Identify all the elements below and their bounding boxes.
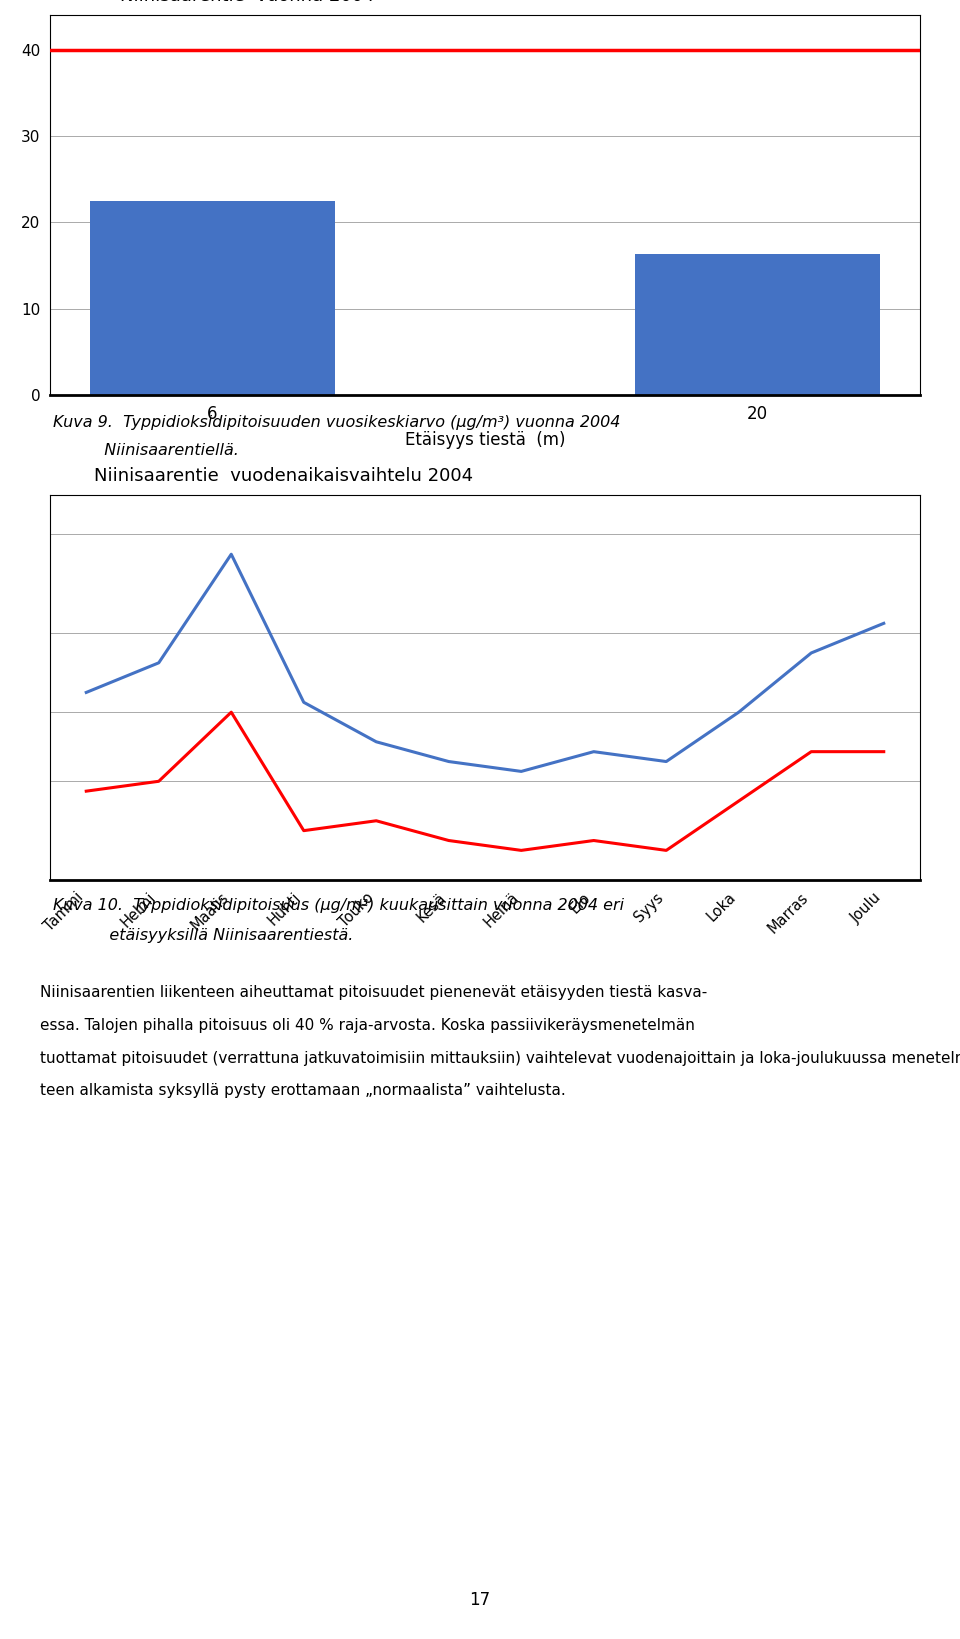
Bar (89, 200, 335, 395)
Text: essa. Talojen pihalla pitoisuus oli 40 % raja-arvosta. Koska passiivikeräysmenet: essa. Talojen pihalla pitoisuus oli 40 %… (40, 1018, 695, 1033)
Text: Niinisaarentie  vuonna 2004: Niinisaarentie vuonna 2004 (120, 0, 374, 5)
Text: Niinisaarentie  vuodenaikaisvaihtelu 2004: Niinisaarentie vuodenaikaisvaihtelu 2004 (93, 467, 472, 485)
Text: Niinisaarentiellä.: Niinisaarentiellä. (53, 443, 239, 457)
Text: tuottamat pitoisuudet (verrattuna jatkuvatoimisiin mittauksiin) vaihtelevat vuod: tuottamat pitoisuudet (verrattuna jatkuv… (40, 1051, 960, 1065)
Text: Kuva 10.  Typpidioksidipitoisuus (μg/m³) kuukausittain vuonna 2004 eri: Kuva 10. Typpidioksidipitoisuus (μg/m³) … (53, 898, 624, 913)
X-axis label: Etäisyys tiestä  (m): Etäisyys tiestä (m) (405, 431, 565, 449)
Bar (635, 254, 880, 395)
Text: teen alkamista syksyllä pysty erottamaan „normaalista” vaihtelusta.: teen alkamista syksyllä pysty erottamaan… (40, 1083, 566, 1098)
Text: Niinisaarentien liikenteen aiheuttamat pitoisuudet pienenevät etäisyyden tiestä : Niinisaarentien liikenteen aiheuttamat p… (40, 985, 708, 1000)
Text: Kuva 9.  Typpidioksidipitoisuuden vuosikeskiarvo (μg/m³) vuonna 2004: Kuva 9. Typpidioksidipitoisuuden vuosike… (53, 415, 620, 429)
Text: etäisyyksillä Niinisaarentiestä.: etäisyyksillä Niinisaarentiestä. (53, 928, 353, 942)
Text: 17: 17 (469, 1591, 491, 1609)
